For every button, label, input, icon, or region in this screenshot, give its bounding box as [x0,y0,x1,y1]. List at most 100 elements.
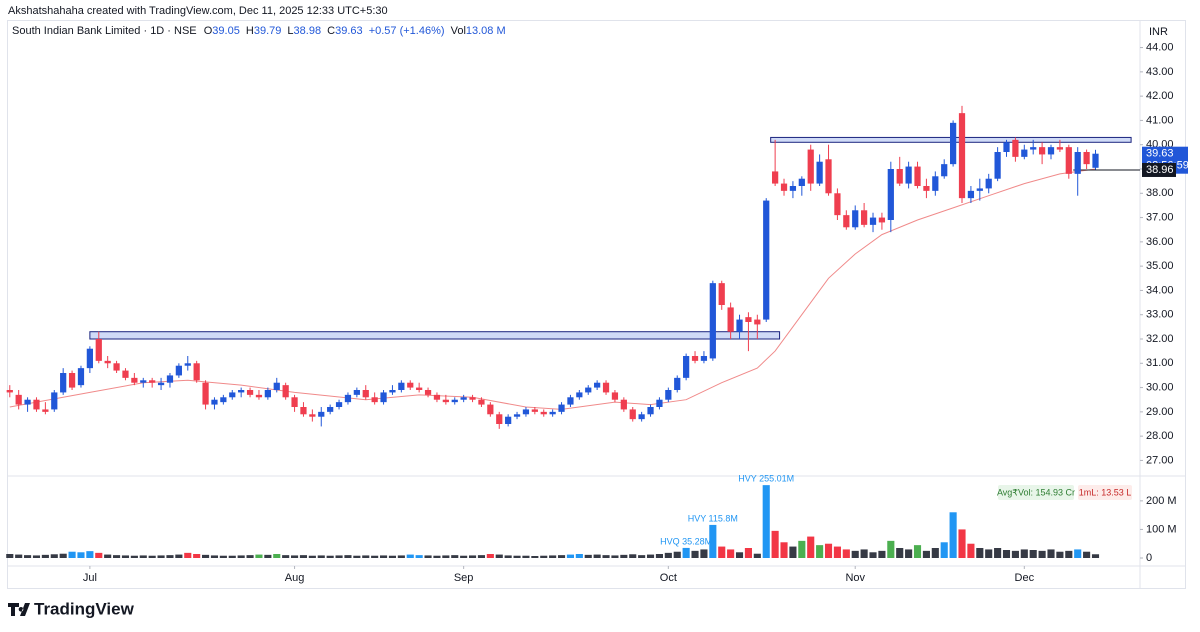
candle-body [175,365,182,376]
volume-bar [1056,551,1064,558]
candle-body [1074,152,1081,174]
candle-body [923,186,930,191]
volume-bar [762,485,770,558]
volume-bar [344,555,352,558]
volume-bar [1011,550,1019,558]
hline-price-box [1142,162,1176,177]
candle-body [736,319,743,332]
candle-body [1038,147,1046,155]
candle-body [932,176,939,191]
volume-bar [371,555,379,558]
volume-bar [1047,549,1055,558]
volume-bar [602,555,610,558]
candle-body [638,414,645,420]
volume-bar [77,552,85,558]
candle-body [985,178,992,189]
volume-bar [646,554,655,558]
candle-body [220,397,227,403]
volume-bar [291,555,299,558]
candle-body [140,380,147,383]
candle-body [166,375,174,383]
volume-bar [842,549,850,558]
candle-body [60,373,67,393]
candle-body [193,363,200,381]
y-tick-label: 35.00 [1146,260,1174,272]
candle-body [1047,147,1055,155]
volume-bar [362,555,370,558]
ml-label: 1mL: 13.53 L [1079,487,1132,497]
volume-bar [237,555,245,558]
volume-bar [193,554,201,558]
volume-bar [780,542,788,558]
volume-bar [878,550,886,558]
candle-body [15,394,22,405]
volume-bar [522,555,530,558]
candle-body [300,407,307,415]
volume-bar [15,554,23,558]
candle-body [149,380,156,383]
volume-bar [1020,549,1028,558]
volume-bar [442,555,450,558]
volume-bar [513,555,521,558]
candle-body [344,394,352,403]
candle-body [709,283,716,359]
candle-body [647,407,654,415]
volume-bar [104,554,112,558]
candle-body [416,387,423,390]
volume-bar [807,536,815,558]
candle-body [273,382,280,390]
candle-body [629,409,636,420]
candle-body [754,319,761,325]
symbol: South Indian Bank Limited · 1D · NSE [12,25,197,37]
y-tick-label: 30.00 [1146,381,1174,393]
volume-bar [50,554,58,558]
candle-body [825,159,832,194]
close-label: C [327,25,335,37]
candle-body [353,390,360,395]
candle-body [211,399,218,405]
x-tick-label: Nov [845,572,865,584]
candle-body [86,348,93,369]
candle-body [727,307,734,332]
x-tick-label: Aug [285,572,305,584]
candle-body [843,215,850,228]
volume-bar [887,540,895,558]
volume-bar [335,555,343,558]
volume-bar [219,555,227,558]
volume-bar [1074,549,1082,558]
volume-bar [424,555,432,558]
candle-body [291,397,298,407]
candle-body [665,390,672,400]
avg-volume: Avg₹Vol: 154.93 Cr [997,487,1075,497]
x-tick-label: Sep [454,572,474,584]
volume-bar [24,555,32,558]
volume-bar [397,555,405,558]
candle-body [496,414,503,424]
volume-bar [41,554,49,558]
volume-bar [68,551,76,558]
candle-body [460,397,467,400]
legend: South Indian Bank Limited · 1D · NSE O39… [12,25,506,37]
candle-body [24,399,31,405]
candle-body [896,169,903,184]
volume-bar [282,555,290,558]
volume-bar [629,554,637,558]
candle-body [131,377,138,383]
volume-bar [130,555,138,558]
volume-bar [1038,550,1046,558]
candle-body [309,414,316,417]
volume-bar [638,555,646,558]
volume-bar [789,546,797,558]
candle-body [789,186,797,191]
candle-body [763,200,770,320]
candle-body [1092,153,1099,168]
volume-bar [967,543,975,558]
volume-bar [406,554,414,558]
volume-bar [531,556,539,558]
low-value: 38.98 [294,25,322,37]
candle-body [914,166,921,186]
candle-body [531,409,538,412]
volume-bar [175,554,183,558]
